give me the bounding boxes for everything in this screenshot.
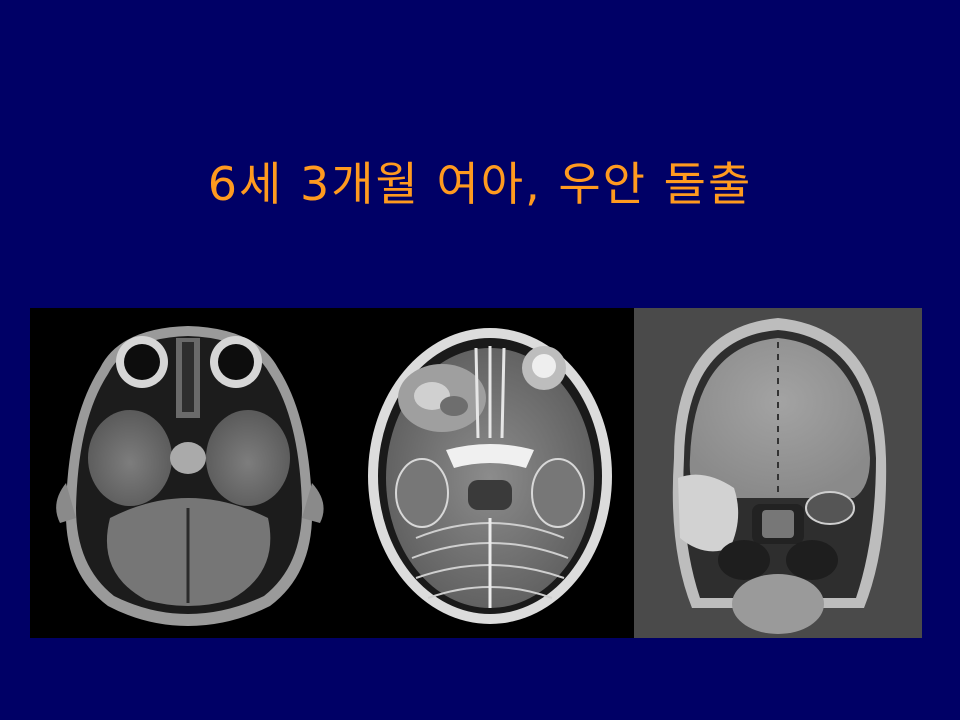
coronal-contrast-mri-image: [634, 308, 922, 638]
axial-t1-mri-image: [30, 308, 346, 638]
slide-title: 6세 3개월 여아, 우안 돌출: [207, 157, 753, 211]
axial-t2-mri-image: [346, 308, 634, 638]
